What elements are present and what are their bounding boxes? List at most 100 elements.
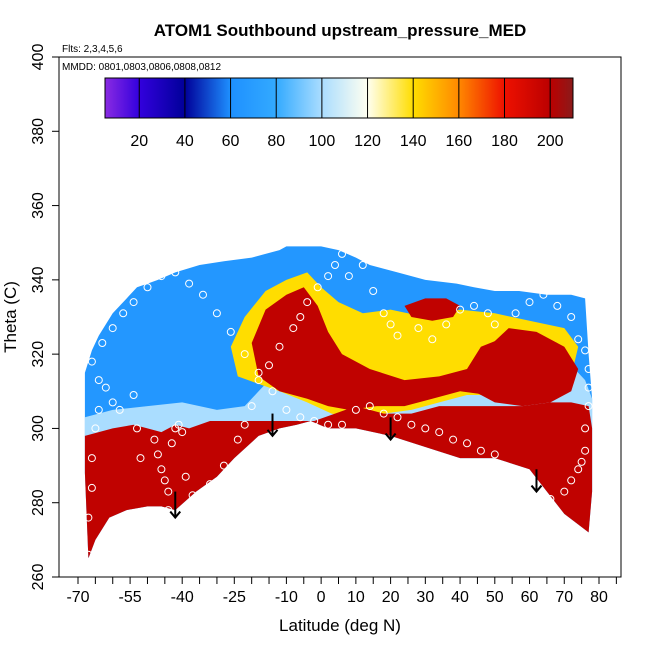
field-region-lobe-right bbox=[467, 328, 579, 407]
x-tick-label: 10 bbox=[347, 589, 365, 606]
observation-point bbox=[476, 446, 485, 455]
observation-point bbox=[296, 313, 305, 321]
observation-point bbox=[393, 331, 402, 340]
observation-point bbox=[164, 487, 173, 496]
y-tick-label: 380 bbox=[30, 118, 47, 145]
observation-point bbox=[219, 461, 228, 470]
heatmap-field bbox=[84, 246, 593, 559]
observation-point bbox=[338, 249, 346, 258]
observation-point bbox=[84, 550, 93, 559]
x-tick-label: -40 bbox=[171, 589, 194, 606]
observation-point bbox=[160, 476, 169, 485]
observation-point bbox=[463, 439, 471, 448]
colorbar-ticks: 20 40 60 80 100 120 140 160 180 200 bbox=[130, 78, 564, 150]
observation-point bbox=[171, 268, 180, 277]
observation-point bbox=[421, 424, 430, 433]
observation-point bbox=[407, 420, 416, 429]
observation-point bbox=[136, 454, 145, 463]
x-axis: -70 -55 -40 -25 -10 0 10 20 30 40 50 60 70 80 bbox=[66, 577, 617, 606]
observation-point bbox=[414, 324, 423, 333]
x-tick-label: 60 bbox=[521, 589, 539, 606]
observation-point bbox=[560, 487, 569, 496]
field-region-lobe-upper-right bbox=[404, 298, 461, 321]
observation-point bbox=[150, 435, 159, 444]
observation-point bbox=[567, 313, 576, 321]
flight-arrows bbox=[169, 413, 543, 520]
y-tick-label: 320 bbox=[30, 341, 47, 368]
x-tick-label: -55 bbox=[119, 589, 142, 606]
observation-point bbox=[504, 465, 513, 474]
y-axis-label: Theta (C) bbox=[1, 281, 20, 353]
colorbar-tick-label: 40 bbox=[176, 133, 194, 150]
observation-point bbox=[108, 398, 117, 407]
colorbar-tick-label: 140 bbox=[400, 133, 427, 150]
observation-point bbox=[153, 450, 162, 459]
observation-point bbox=[268, 387, 277, 396]
x-tick-label: 20 bbox=[382, 589, 400, 606]
observation-point bbox=[470, 301, 478, 310]
colorbar-tick-label: 100 bbox=[309, 133, 336, 150]
colorbar-tick-label: 200 bbox=[537, 133, 564, 150]
x-tick-label: 70 bbox=[555, 589, 573, 606]
observation-point bbox=[129, 391, 138, 399]
chart-title: ATOM1 Southbound upstream_pressure_MED bbox=[154, 21, 526, 40]
colorbar-tick-label: 80 bbox=[267, 133, 285, 150]
x-tick-label: -25 bbox=[223, 589, 246, 606]
x-tick-label: 0 bbox=[317, 589, 326, 606]
observation-point bbox=[365, 402, 374, 411]
flight-arrow bbox=[169, 491, 182, 520]
observation-point bbox=[181, 472, 190, 481]
y-tick-label: 280 bbox=[30, 489, 47, 516]
field-region-core-bottom bbox=[84, 402, 593, 559]
observation-point bbox=[490, 320, 499, 329]
observation-point bbox=[344, 272, 353, 281]
observation-point bbox=[265, 361, 273, 370]
observation-point bbox=[574, 465, 583, 474]
observation-point bbox=[310, 417, 319, 425]
observation-point bbox=[94, 405, 103, 414]
observation-point bbox=[581, 424, 590, 433]
x-tick-label: -70 bbox=[66, 589, 89, 606]
observation-point bbox=[449, 435, 458, 444]
plot-frame bbox=[58, 56, 622, 578]
x-tick-label: 30 bbox=[416, 589, 434, 606]
observation-point bbox=[584, 383, 593, 392]
x-tick-label: 80 bbox=[590, 589, 608, 606]
observation-point bbox=[129, 298, 138, 307]
observation-point bbox=[87, 357, 96, 366]
observation-point bbox=[553, 301, 562, 310]
colorbar-gradient bbox=[104, 77, 574, 119]
observation-point bbox=[289, 324, 298, 333]
y-tick-label: 360 bbox=[30, 192, 47, 219]
observation-point bbox=[442, 320, 451, 329]
x-tick-label: 50 bbox=[486, 589, 504, 606]
observation-point bbox=[119, 309, 128, 318]
observation-point bbox=[369, 287, 378, 295]
observation-point bbox=[456, 305, 465, 314]
x-axis-label: Latitude (deg N) bbox=[279, 616, 401, 635]
observation-point bbox=[581, 346, 590, 355]
observation-point bbox=[338, 420, 346, 429]
observation-point bbox=[313, 283, 322, 292]
observation-point bbox=[379, 409, 388, 418]
observation-point bbox=[483, 309, 492, 318]
dates-label: MMDD: 0801,0803,0806,0808,0812 bbox=[62, 62, 221, 73]
observation-point bbox=[386, 320, 395, 329]
observation-point bbox=[174, 420, 183, 429]
observation-point bbox=[108, 324, 117, 333]
observation-point bbox=[226, 327, 235, 336]
observation-point bbox=[584, 365, 593, 373]
observation-point bbox=[84, 513, 93, 522]
field-region-lower-band bbox=[84, 346, 593, 559]
colorbar-tick-label: 60 bbox=[222, 133, 240, 150]
observation-point bbox=[393, 413, 402, 422]
observation-point bbox=[490, 450, 499, 459]
flight-arrow bbox=[384, 417, 397, 442]
observation-point bbox=[87, 483, 96, 492]
y-tick-label: 300 bbox=[30, 415, 47, 442]
observation-point bbox=[143, 283, 152, 292]
observation-point bbox=[296, 413, 305, 422]
colorbar-tick-label: 180 bbox=[491, 133, 518, 150]
colorbar-tick-label: 20 bbox=[130, 133, 148, 150]
observation-point bbox=[91, 424, 100, 433]
